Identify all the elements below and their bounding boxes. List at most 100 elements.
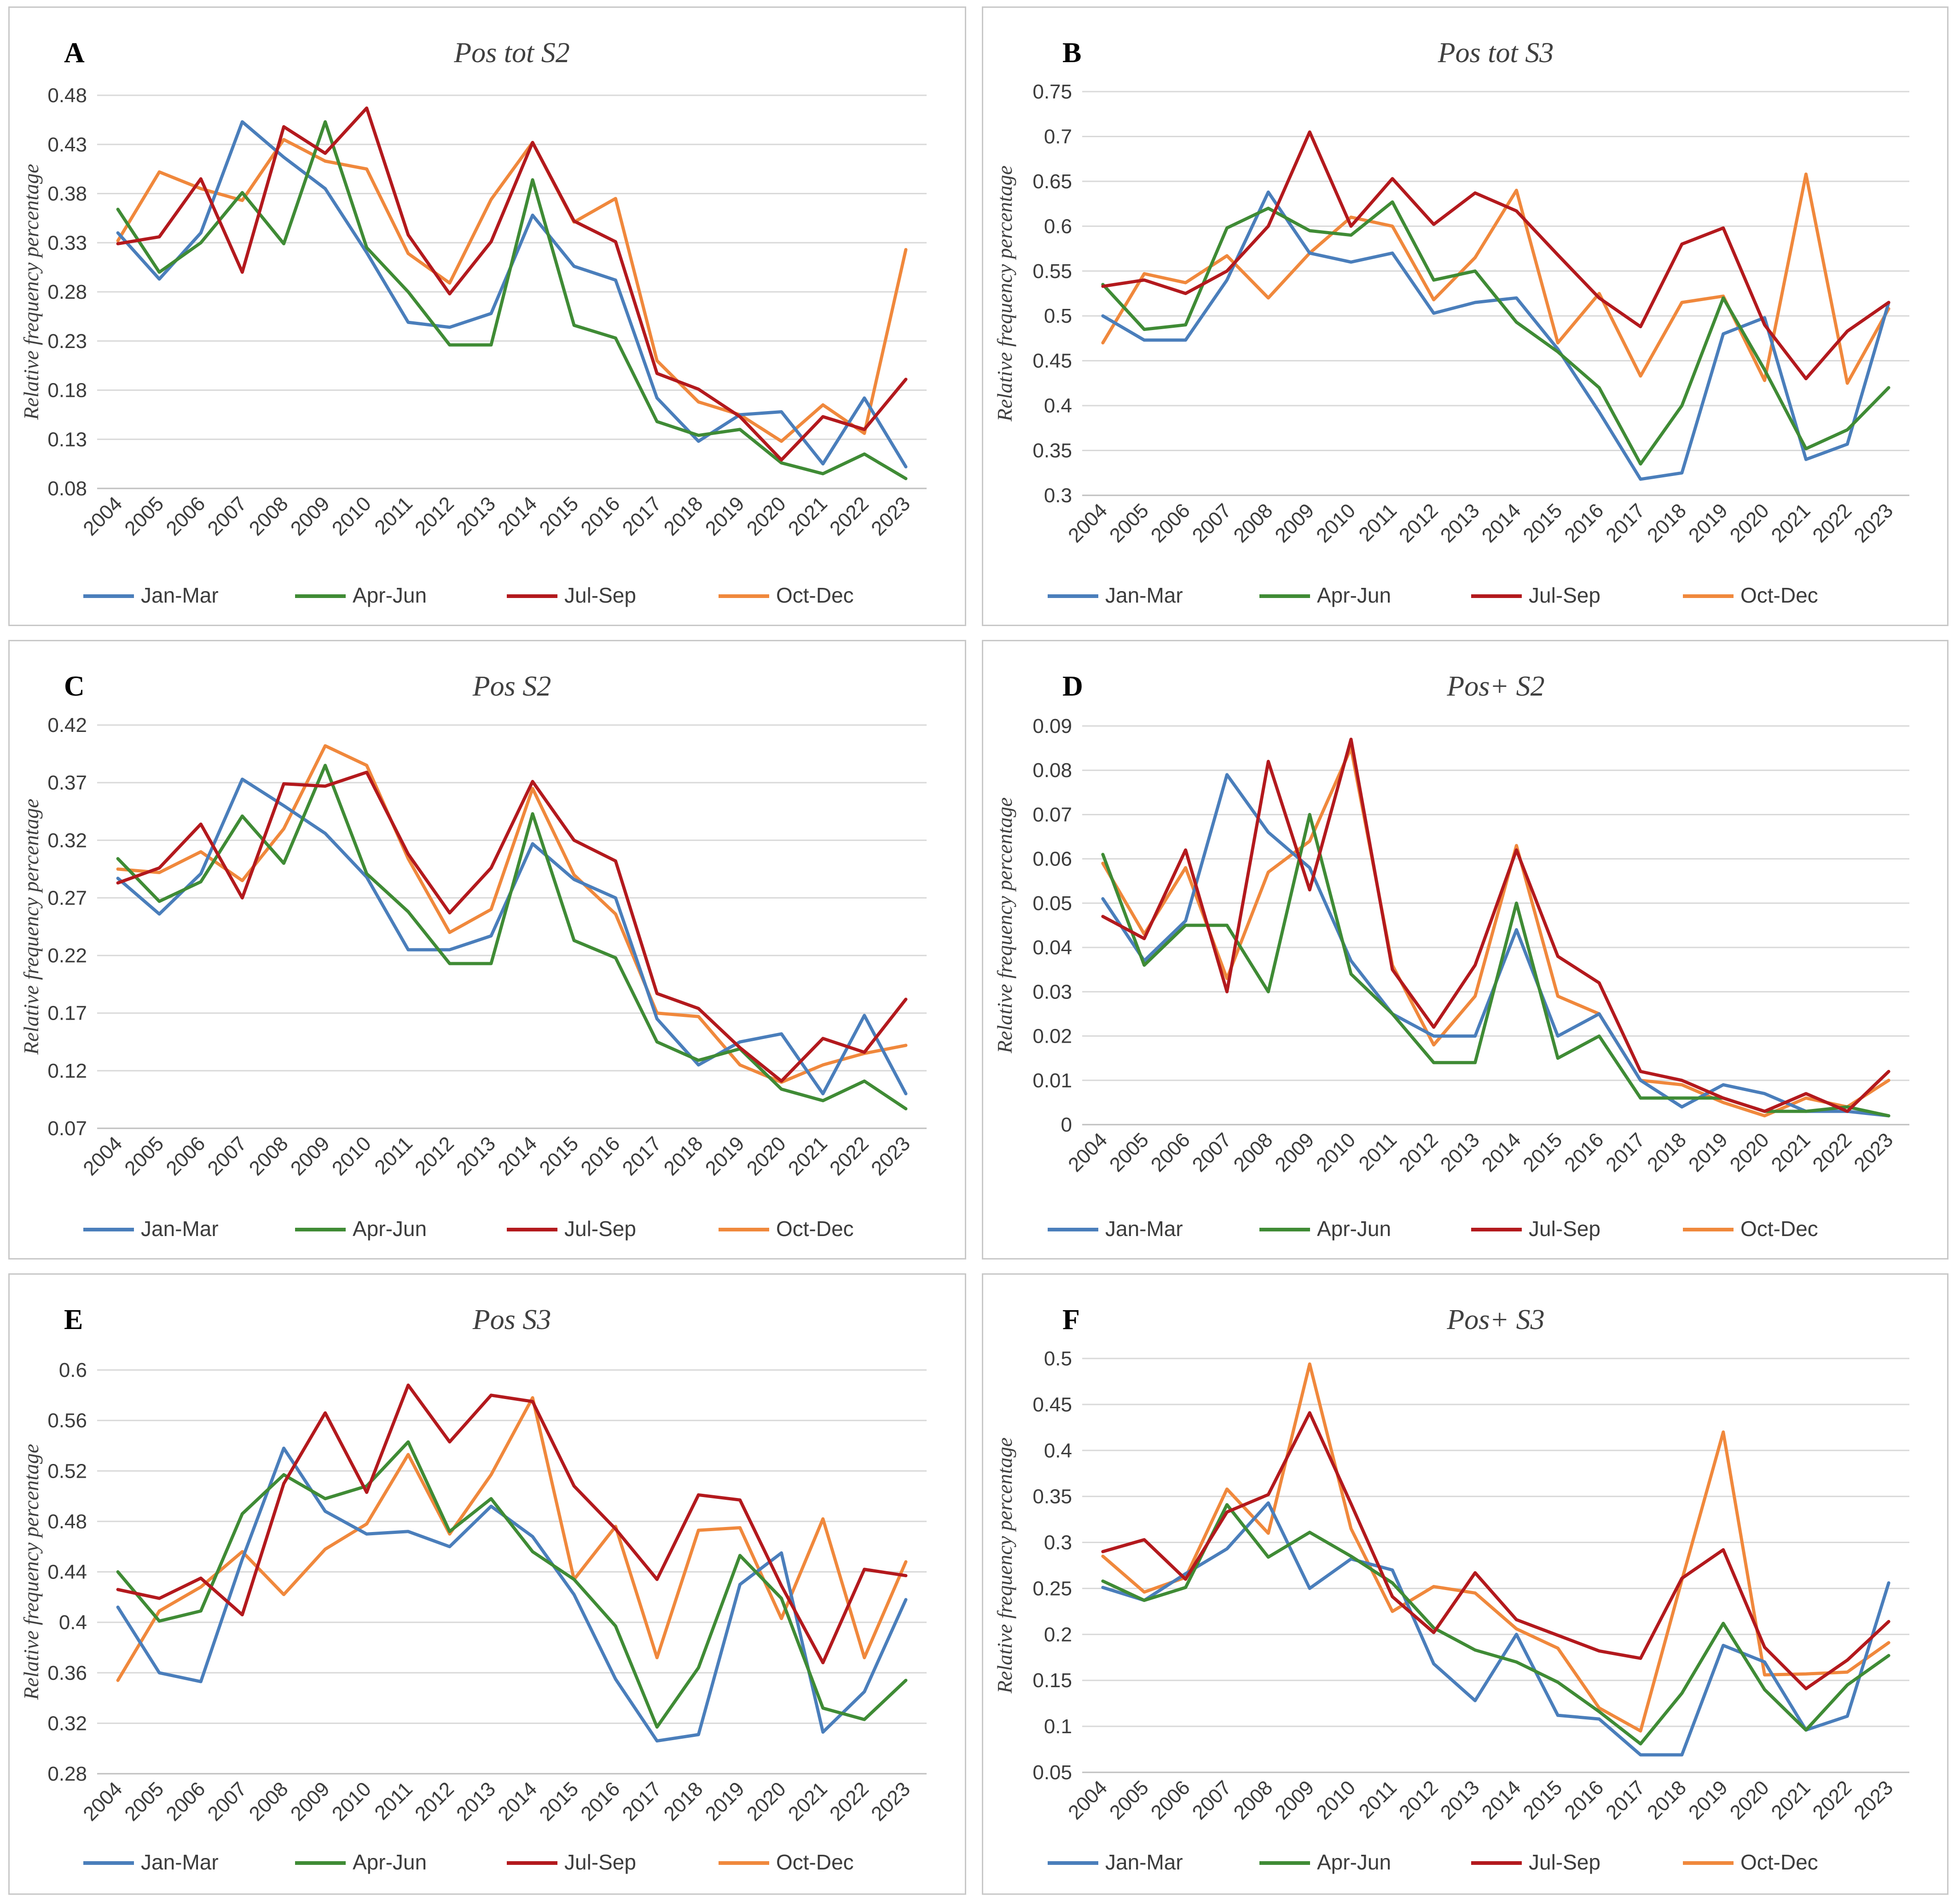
chart-panel-c: C Pos S2 Relative frequency percentage 0.07…	[8, 640, 966, 1260]
y-axis-label: Relative frequency percentage	[19, 1444, 43, 1701]
legend-label-jan-mar: Jan-Mar	[141, 583, 219, 607]
x-tick-label: 2018	[660, 492, 707, 540]
x-tick-label: 2014	[1478, 1776, 1525, 1824]
x-tick-label: 2014	[1478, 499, 1525, 547]
x-tick-label: 2015	[535, 492, 583, 540]
chart-panel-a: A Pos tot S2 Relative frequency percentage…	[8, 6, 966, 626]
y-tick-label: 0.22	[47, 945, 87, 967]
x-tick-label: 2006	[162, 1132, 209, 1180]
x-tick-label: 2009	[286, 492, 334, 540]
panel-letter-c: C	[64, 671, 85, 702]
x-tick-label: 2012	[1395, 1776, 1443, 1824]
legend-label-jul-sep: Jul-Sep	[1529, 1850, 1600, 1874]
x-tick-label: 2007	[1188, 499, 1236, 547]
y-tick-label: 0.05	[1032, 1761, 1072, 1784]
x-tick-label: 2017	[618, 1777, 666, 1825]
x-tick-label: 2010	[328, 1777, 376, 1825]
y-tick-label: 0.07	[1032, 803, 1072, 826]
x-tick-label: 2020	[1726, 1128, 1774, 1176]
legend-label-jan-mar: Jan-Mar	[1105, 583, 1183, 607]
x-tick-label: 2020	[1726, 1776, 1774, 1824]
series-line-jan-mar	[1101, 773, 1890, 1118]
y-tick-label: 0.75	[1032, 81, 1072, 103]
x-tick-label: 2007	[1188, 1776, 1236, 1824]
series-line-jul-sep	[116, 106, 908, 462]
x-tick-label: 2009	[286, 1132, 334, 1180]
x-tick-label: 2021	[1767, 499, 1815, 547]
x-tick-label: 2008	[1229, 1128, 1277, 1176]
chart-title: Pos tot S3	[1438, 37, 1554, 69]
y-tick-label: 0.2	[1044, 1623, 1072, 1646]
x-tick-label: 2006	[162, 1777, 209, 1825]
x-tick-label: 2015	[1519, 499, 1566, 547]
x-tick-label: 2012	[411, 1777, 458, 1825]
panel-letter-d: D	[1062, 671, 1083, 702]
y-tick-label: 0.55	[1032, 260, 1072, 283]
legend-label-apr-jun: Apr-Jun	[1317, 1217, 1391, 1241]
x-tick-label: 2012	[411, 492, 458, 540]
chart-svg-d: D Pos+ S2 Relative frequency percentage 0 0.…	[993, 671, 1909, 1241]
chart-panel-f: F Pos+ S3 Relative frequency percentage 0.0…	[982, 1273, 1948, 1895]
y-tick-label: 0.35	[1032, 1486, 1072, 1508]
x-tick-label: 2010	[328, 1132, 376, 1180]
legend-label-oct-dec: Oct-Dec	[1740, 1217, 1818, 1241]
y-tick-label: 0.48	[47, 1510, 87, 1533]
panel-letter-f: F	[1062, 1304, 1080, 1335]
x-tick-label: 2011	[370, 492, 417, 539]
y-tick-label: 0.56	[47, 1410, 87, 1432]
y-tick-label: 0.35	[1032, 440, 1072, 462]
series-line-jan-mar	[1101, 1501, 1890, 1757]
x-tick-label: 2022	[1808, 499, 1856, 547]
x-tick-label: 2017	[1601, 1128, 1649, 1176]
y-tick-label: 0.17	[47, 1002, 87, 1025]
series-line-apr-jun	[116, 120, 908, 481]
series-line-jul-sep	[1101, 130, 1890, 381]
x-tick-label: 2012	[411, 1132, 458, 1180]
chart-svg-a: A Pos tot S2 Relative frequency percentage…	[19, 37, 927, 607]
x-tick-label: 2021	[784, 1777, 832, 1825]
y-tick-label: 0.36	[47, 1662, 87, 1684]
series-line-jul-sep	[1101, 1411, 1890, 1690]
x-tick-label: 2016	[576, 1132, 624, 1180]
legend-label-jan-mar: Jan-Mar	[141, 1217, 219, 1241]
y-tick-label: 0.38	[47, 183, 87, 205]
x-tick-label: 2022	[825, 492, 873, 540]
x-tick-label: 2011	[370, 1777, 417, 1824]
panel-letter-b: B	[1062, 37, 1081, 69]
series-line-oct-dec	[116, 1396, 908, 1682]
y-tick-label: 0.33	[47, 232, 87, 254]
series-line-oct-dec	[1101, 746, 1890, 1118]
x-tick-label: 2006	[1147, 1128, 1195, 1176]
x-tick-label: 2021	[1767, 1128, 1815, 1176]
y-tick-label: 0.13	[47, 428, 87, 451]
chart-svg-c: C Pos S2 Relative frequency percentage 0.07…	[19, 671, 927, 1241]
x-tick-label: 2010	[1312, 1128, 1360, 1176]
legend-label-oct-dec: Oct-Dec	[776, 583, 854, 607]
x-tick-label: 2011	[1354, 1776, 1401, 1823]
chart-title: Pos tot S2	[453, 37, 569, 69]
x-tick-label: 2017	[1601, 499, 1649, 547]
x-tick-label: 2022	[1808, 1128, 1856, 1176]
x-tick-label: 2015	[535, 1132, 583, 1180]
x-tick-label: 2010	[1312, 1776, 1360, 1824]
y-tick-label: 0.04	[1032, 936, 1072, 959]
x-tick-label: 2020	[1726, 499, 1774, 547]
y-axis-label: Relative frequency percentage	[19, 799, 43, 1055]
y-tick-label: 0.43	[47, 134, 87, 156]
chart-panel-e: E Pos S3 Relative frequency percentage 0.28…	[8, 1273, 966, 1895]
x-tick-label: 2005	[120, 492, 168, 540]
x-tick-label: 2006	[1147, 499, 1195, 547]
panel-letter-e: E	[64, 1304, 83, 1335]
x-tick-label: 2015	[1519, 1776, 1566, 1824]
y-tick-label: 0.45	[1032, 350, 1072, 372]
y-tick-label: 0.5	[1044, 305, 1072, 327]
series-line-apr-jun	[116, 764, 908, 1110]
x-tick-label: 2023	[867, 492, 915, 540]
legend-label-jul-sep: Jul-Sep	[1529, 583, 1600, 607]
y-tick-label: 0.06	[1032, 848, 1072, 871]
y-tick-label: 0.27	[47, 887, 87, 909]
x-tick-label: 2023	[1850, 499, 1897, 547]
y-tick-label: 0.7	[1044, 125, 1072, 148]
x-tick-label: 2011	[1354, 499, 1401, 546]
x-tick-label: 2013	[1436, 1776, 1484, 1824]
